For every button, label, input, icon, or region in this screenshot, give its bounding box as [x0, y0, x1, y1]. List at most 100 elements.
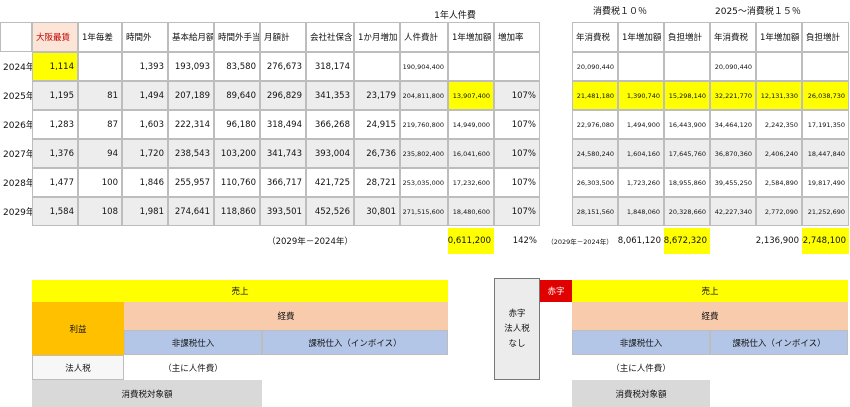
labor-note: （主に人件費）	[611, 363, 671, 374]
cell: 21,252,690	[802, 197, 849, 226]
cell: 36,870,360	[710, 139, 756, 168]
cell	[448, 52, 494, 81]
cell: 253,035,000	[400, 168, 448, 197]
sales-block: 売上	[572, 280, 848, 302]
cell: 23,179	[354, 81, 400, 110]
corporate-tax-block: 法人税	[32, 355, 124, 380]
cell: 21,481,180	[572, 81, 618, 110]
cell: 39,455,250	[710, 168, 756, 197]
cell: 318,494	[260, 110, 306, 139]
cell: 28,151,560	[572, 197, 618, 226]
cell: 1,494,900	[618, 110, 664, 139]
cell: 276,673	[260, 52, 306, 81]
cell: 1,848,060	[618, 197, 664, 226]
cell: 393,004	[306, 139, 354, 168]
summary-label: （2029年－2024年）	[267, 237, 353, 247]
cell: 1,603	[122, 110, 168, 139]
row-label: 2026年	[3, 121, 32, 131]
cell: 204,811,800	[400, 81, 448, 110]
cell: 42,227,340	[710, 197, 756, 226]
column-header: 基本給月額	[168, 22, 214, 52]
taxable-block: 課税仕入（インボイス）	[262, 330, 448, 355]
cell: 24,915	[354, 110, 400, 139]
cell: 100	[78, 168, 122, 197]
expense-block: 経費	[124, 302, 448, 330]
column-header: 1年増加額	[756, 22, 802, 52]
cell	[756, 52, 802, 81]
cell: 318,174	[306, 52, 354, 81]
cell: 83,580	[214, 52, 260, 81]
cell: 1,584	[32, 197, 78, 226]
cell: 1,376	[32, 139, 78, 168]
cell: 24,580,240	[572, 139, 618, 168]
cell: 235,802,400	[400, 139, 448, 168]
cell: 110,760	[214, 168, 260, 197]
cell: 107%	[494, 197, 540, 226]
cell: 30,801	[354, 197, 400, 226]
row-label: 2028年	[3, 179, 32, 189]
cell: 219,760,800	[400, 110, 448, 139]
labor-note: （主に人件費）	[163, 363, 223, 374]
cell: 26,038,730	[802, 81, 849, 110]
cell: 108	[78, 197, 122, 226]
column-header: 負担増計	[802, 22, 849, 52]
column-header: 増加率	[494, 22, 540, 52]
summary-value: 88,672,320	[664, 228, 710, 254]
group-label: 1年人件費	[434, 10, 476, 21]
cell: 34,464,120	[710, 110, 756, 139]
cell: 2,242,350	[756, 110, 802, 139]
cell: 107%	[494, 81, 540, 110]
cell: 20,090,440	[710, 52, 756, 81]
cell: 96,180	[214, 110, 260, 139]
cell: 1,114	[32, 52, 78, 81]
summary-value: 22,136,900	[756, 236, 799, 246]
cell: 107%	[494, 168, 540, 197]
column-header: 年消費税	[710, 22, 756, 52]
cell: 274,641	[168, 197, 214, 226]
column-header: 1年増加額	[618, 22, 664, 52]
cell: 107%	[494, 110, 540, 139]
cell: 1,981	[122, 197, 168, 226]
cell: 18,480,600	[448, 197, 494, 226]
cell: 1,494	[122, 81, 168, 110]
summary-value: 8,061,120	[618, 236, 661, 246]
cell	[78, 52, 122, 81]
cell: 17,645,760	[664, 139, 710, 168]
cell: 17,232,600	[448, 168, 494, 197]
header-cell	[0, 22, 32, 52]
expense-block: 経費	[572, 302, 848, 330]
column-header: 大阪最賃	[32, 22, 78, 52]
cell: 18,447,840	[802, 139, 849, 168]
cell: 12,131,330	[756, 81, 802, 110]
cell: 1,846	[122, 168, 168, 197]
row-label: 2029年	[3, 208, 32, 218]
tax-base-block: 消費税対象額	[32, 380, 262, 407]
cell: 20,090,440	[572, 52, 618, 81]
cell: 26,736	[354, 139, 400, 168]
column-header: 会社社保含む	[306, 22, 354, 52]
cell: 16,041,600	[448, 139, 494, 168]
cell: 296,829	[260, 81, 306, 110]
cell: 81	[78, 81, 122, 110]
cell: 1,604,160	[618, 139, 664, 168]
group-label: 2025～消費税１５％	[715, 6, 801, 17]
cell: 16,443,900	[664, 110, 710, 139]
column-header: 年消費税	[572, 22, 618, 52]
cell: 1,723,260	[618, 168, 664, 197]
cell: 20,328,660	[664, 197, 710, 226]
cell: 1,477	[32, 168, 78, 197]
row-label: 2024年	[3, 63, 32, 73]
cell: 15,298,140	[664, 81, 710, 110]
column-header: 時間外	[122, 22, 168, 52]
cell: 26,303,500	[572, 168, 618, 197]
cell: 238,543	[168, 139, 214, 168]
cell	[664, 52, 710, 81]
summary-label: （2029年－2024年）	[547, 238, 613, 246]
summary-value: 102,748,100	[802, 228, 849, 254]
cell	[494, 52, 540, 81]
column-header: 1年毎差	[78, 22, 122, 52]
cell: 271,515,600	[400, 197, 448, 226]
cell: 255,957	[168, 168, 214, 197]
cell: 421,725	[306, 168, 354, 197]
cell: 32,221,770	[710, 81, 756, 110]
